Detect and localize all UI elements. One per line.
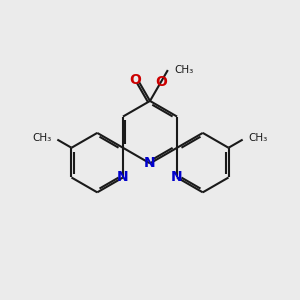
Text: O: O: [129, 73, 141, 87]
Text: O: O: [155, 75, 167, 89]
Text: CH₃: CH₃: [248, 133, 267, 143]
Text: N: N: [144, 156, 156, 170]
Text: N: N: [171, 170, 183, 184]
Text: CH₃: CH₃: [33, 133, 52, 143]
Text: N: N: [117, 170, 129, 184]
Text: CH₃: CH₃: [174, 65, 194, 75]
